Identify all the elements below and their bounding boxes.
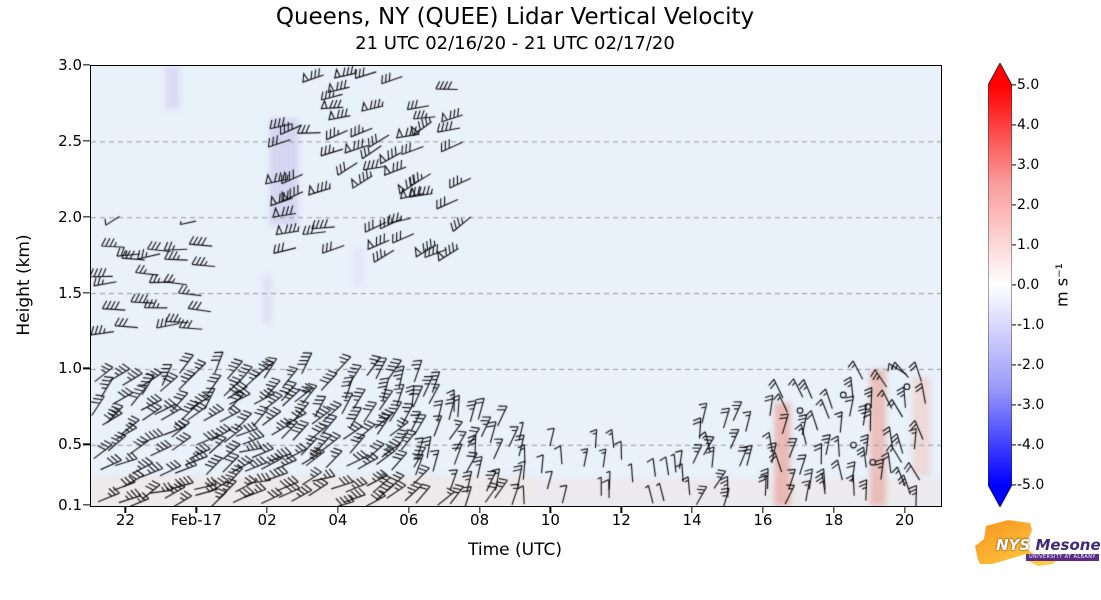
colorbar-tick-mark xyxy=(1012,404,1016,406)
colorbar-label: m s⁻¹ xyxy=(1052,263,1072,307)
y-tick-mark xyxy=(83,64,90,66)
y-tick-label: 0.5 xyxy=(58,435,82,454)
x-tick-mark xyxy=(478,506,481,513)
x-tick-label: Feb-17 xyxy=(170,511,222,529)
y-tick-mark xyxy=(83,216,90,218)
y-tick-mark xyxy=(83,504,90,506)
colorbar xyxy=(987,62,1013,508)
velocity-field-canvas xyxy=(91,66,941,506)
x-tick-label: 04 xyxy=(328,511,348,529)
x-tick-label: 10 xyxy=(540,511,560,529)
colorbar-tick-mark xyxy=(1012,244,1016,246)
x-tick-label: 08 xyxy=(470,511,490,529)
x-tick-mark xyxy=(833,506,835,513)
y-tick-label: 1.0 xyxy=(58,359,82,378)
x-tick-mark xyxy=(124,506,127,513)
x-tick-label: 14 xyxy=(682,511,702,529)
y-axis-label: Height (km) xyxy=(14,234,34,336)
x-tick-label: 22 xyxy=(115,511,135,529)
x-tick-label: 18 xyxy=(824,511,844,529)
colorbar-tick-mark xyxy=(1012,444,1016,446)
chart-title: Queens, NY (QUEE) Lidar Vertical Velocit… xyxy=(275,4,755,30)
colorbar-tick-label: 1.0 xyxy=(1017,237,1040,253)
plot-area xyxy=(90,65,942,507)
x-tick-label: 12 xyxy=(611,511,631,529)
x-tick-mark xyxy=(762,506,764,513)
y-tick-label: 2.0 xyxy=(58,207,82,226)
ny-state-shape-icon xyxy=(975,520,1058,566)
x-tick-mark xyxy=(195,506,197,513)
logo-mesonet-text: Mesonet xyxy=(1035,536,1101,554)
x-tick-label: 20 xyxy=(895,511,915,529)
x-tick-mark xyxy=(266,506,268,513)
x-tick-label: 02 xyxy=(257,511,277,529)
x-tick-mark xyxy=(620,506,622,513)
colorbar-tick-label: 2.0 xyxy=(1017,197,1040,213)
y-tick-label: 0.1 xyxy=(58,496,82,514)
colorbar-tick-label: -3.0 xyxy=(1017,397,1045,413)
colorbar-tick-mark xyxy=(1012,484,1016,486)
x-tick-mark xyxy=(903,506,906,513)
colorbar-tick-label: 0.0 xyxy=(1017,277,1040,293)
y-tick-mark xyxy=(83,443,90,445)
logo-wordmark: NYS Mesonet xyxy=(996,536,1101,554)
x-axis-label: Time (UTC) xyxy=(468,540,562,560)
colorbar-tick-label: -1.0 xyxy=(1017,317,1045,333)
y-tick-label: 2.5 xyxy=(58,131,82,150)
colorbar-tick-mark xyxy=(1012,364,1016,366)
logo-nys-text: NYS xyxy=(996,536,1031,554)
colorbar-tick-label: -2.0 xyxy=(1017,357,1045,373)
y-tick-label: 3.0 xyxy=(58,56,82,74)
colorbar-tick-label: 5.0 xyxy=(1017,77,1040,93)
x-tick-mark xyxy=(337,506,339,513)
colorbar-tick-label: -5.0 xyxy=(1017,477,1045,493)
colorbar-tick-mark xyxy=(1012,284,1016,286)
colorbar-tick-mark xyxy=(1012,324,1016,326)
colorbar-tick-label: -4.0 xyxy=(1017,437,1045,453)
y-tick-mark xyxy=(83,291,90,294)
nys-mesonet-logo: NYS Mesonet UNIVERSITY AT ALBANY xyxy=(970,510,1101,595)
x-tick-mark xyxy=(408,506,410,513)
colorbar-tick-label: 3.0 xyxy=(1017,157,1040,173)
colorbar-tick-mark xyxy=(1012,124,1016,126)
y-tick-mark xyxy=(83,367,90,370)
x-tick-label: 06 xyxy=(399,511,419,529)
colorbar-tick-mark xyxy=(1012,204,1016,206)
colorbar-tick-mark xyxy=(1012,164,1016,166)
colorbar-tick-mark xyxy=(1012,84,1016,86)
y-tick-label: 1.5 xyxy=(58,283,82,302)
colorbar-tick-label: 4.0 xyxy=(1017,117,1040,133)
chart-subtitle: 21 UTC 02/16/20 - 21 UTC 02/17/20 xyxy=(355,33,675,54)
x-tick-label: 16 xyxy=(753,511,773,529)
logo-affiliation: UNIVERSITY AT ALBANY xyxy=(1026,554,1099,561)
x-tick-mark xyxy=(549,506,552,513)
colorbar-gradient xyxy=(987,62,1013,508)
y-tick-mark xyxy=(83,140,90,142)
x-tick-mark xyxy=(691,506,693,513)
